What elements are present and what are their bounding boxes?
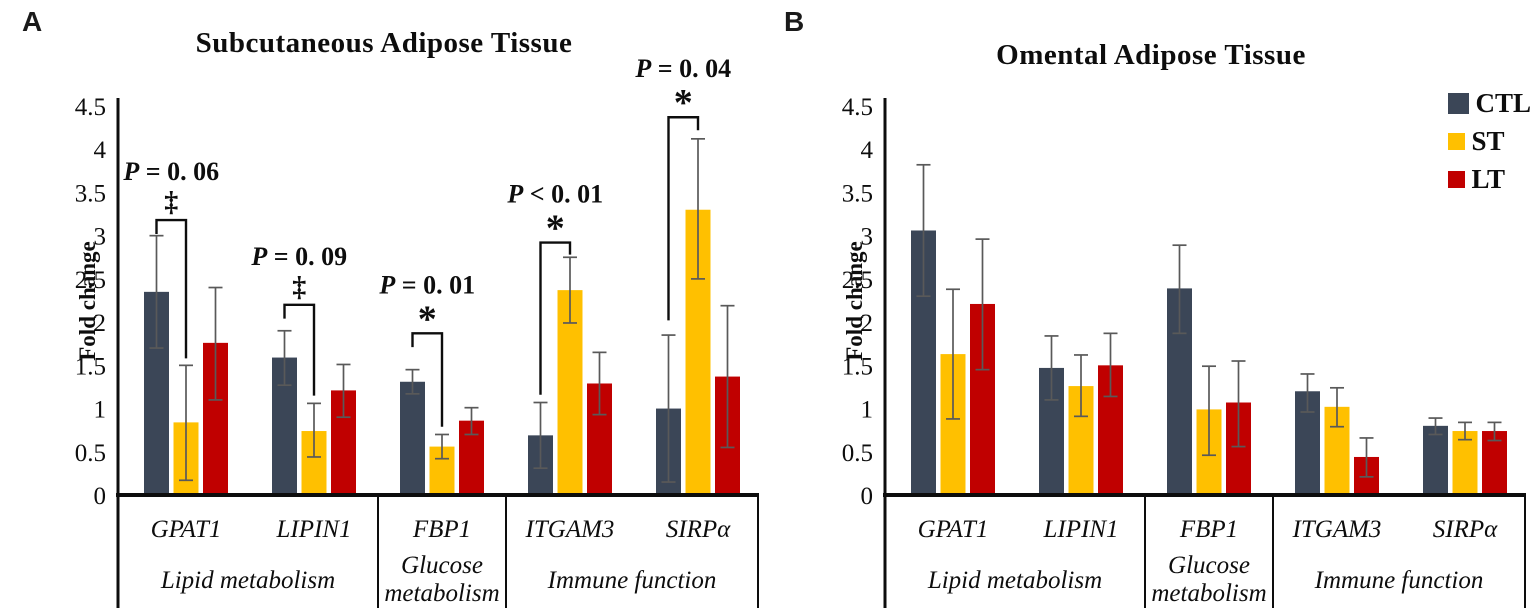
y-tick-label-3.5: 3.5 [75,180,106,207]
legend-swatch-lt [1448,171,1466,188]
significance-symbol: * [674,82,693,124]
section-label-line1: Glucose [401,552,483,579]
legend-label-st: ST [1471,126,1505,156]
significance-bracket [283,303,316,396]
section-label: Lipid metabolism [160,567,335,594]
p-value-label: P = 0. 06 [122,157,219,186]
panel-a-letter: A [22,6,43,37]
bar-ST-SIRPα [1452,431,1478,495]
legend-swatch-ctl [1448,93,1470,114]
gene-label-ITGAM3: ITGAM3 [525,516,615,543]
gene-label-GPAT1: GPAT1 [918,516,989,543]
significance-bracket [667,116,700,321]
y-tick-label-4: 4 [94,137,107,164]
gene-label-ITGAM3: ITGAM3 [1292,516,1382,543]
y-tick-label-3: 3 [861,224,874,251]
legend-label-ctl: CTL [1475,88,1531,118]
significance-symbol: * [546,208,565,250]
panel-a-bar-chart: 0 0.5 1 1.5 2 2.5 3 3.5 4 4.5 GPAT1 LIPIN1 FBP1 ITGAM… [75,54,759,608]
y-tick-label-0.5: 0.5 [75,440,106,467]
bar-ST-ITGAM3 [557,290,583,495]
panel-a-title: Subcutaneous Adipose Tissue [195,27,573,59]
p-value-label: P = 0. 04 [634,54,731,83]
significance-symbol: * [418,298,437,340]
legend-swatch-st [1448,133,1466,150]
gene-label-FBP1: FBP1 [1179,516,1238,543]
y-tick-label-1: 1 [94,397,107,424]
significance-bracket [155,218,188,359]
y-tick-label-1.5: 1.5 [75,353,106,380]
p-value-label: P = 0. 01 [378,270,475,299]
gene-label-SIRPα: SIRPα [1433,516,1498,543]
y-tick-label-2: 2 [94,310,107,337]
section-label: Immune function [1314,567,1484,594]
y-tick-label-4: 4 [861,137,874,164]
y-tick-label-2.5: 2.5 [75,267,106,294]
y-tick-label-2.5: 2.5 [842,267,873,294]
legend-item-lt: LT [1448,166,1531,193]
gene-label-LIPIN1: LIPIN1 [276,516,352,543]
y-tick-label-0: 0 [861,483,874,510]
bar-LT-SIRPα [1482,431,1507,495]
y-tick-label-3.5: 3.5 [842,180,873,207]
panel-b: B Omental Adipose Tissue Fold change 0 0.… [767,0,1535,615]
section-label-line1: Glucose [1168,552,1250,579]
section-label: Lipid metabolism [927,567,1102,594]
section-label-line2: metabolism [384,580,499,607]
legend-label-lt: LT [1471,164,1506,194]
panel-b-bar-chart: 0 0.5 1 1.5 2 2.5 3 3.5 4 4.5 GPAT1 LIPIN1 FBP1 ITGAM… [842,94,1526,608]
significance-bracket [539,241,572,395]
p-value-label: P < 0. 01 [506,180,603,209]
significance-symbol: ‡ [164,187,178,218]
y-tick-label-0: 0 [94,483,107,510]
gene-label-FBP1: FBP1 [412,516,471,543]
legend-item-st: ST [1448,128,1531,155]
legend-item-ctl: CTL [1448,90,1531,117]
y-tick-label-2: 2 [861,310,874,337]
y-tick-label-1: 1 [861,397,874,424]
section-label: Immune function [547,567,717,594]
bar-CTL-SIRPα [1423,425,1448,495]
panel-b-letter: B [784,6,805,37]
y-tick-label-4.5: 4.5 [842,94,873,121]
significance-bracket [411,332,444,427]
section-label-line2: metabolism [1151,580,1266,607]
bar-CTL-FBP1 [400,381,425,495]
y-tick-label-4.5: 4.5 [75,94,106,121]
panel-b-title: Omental Adipose Tissue [996,39,1306,71]
significance-symbol: ‡ [292,272,306,303]
gene-label-LIPIN1: LIPIN1 [1043,516,1119,543]
gene-label-GPAT1: GPAT1 [151,516,222,543]
y-tick-label-0.5: 0.5 [842,440,873,467]
y-tick-label-1.5: 1.5 [842,353,873,380]
legend: CTL ST LT [1448,90,1531,193]
y-tick-label-3: 3 [94,224,107,251]
p-value-label: P = 0. 09 [250,242,347,271]
gene-label-SIRPα: SIRPα [666,516,731,543]
panel-a: A Subcutaneous Adipose Tissue Fold chang… [22,6,759,608]
